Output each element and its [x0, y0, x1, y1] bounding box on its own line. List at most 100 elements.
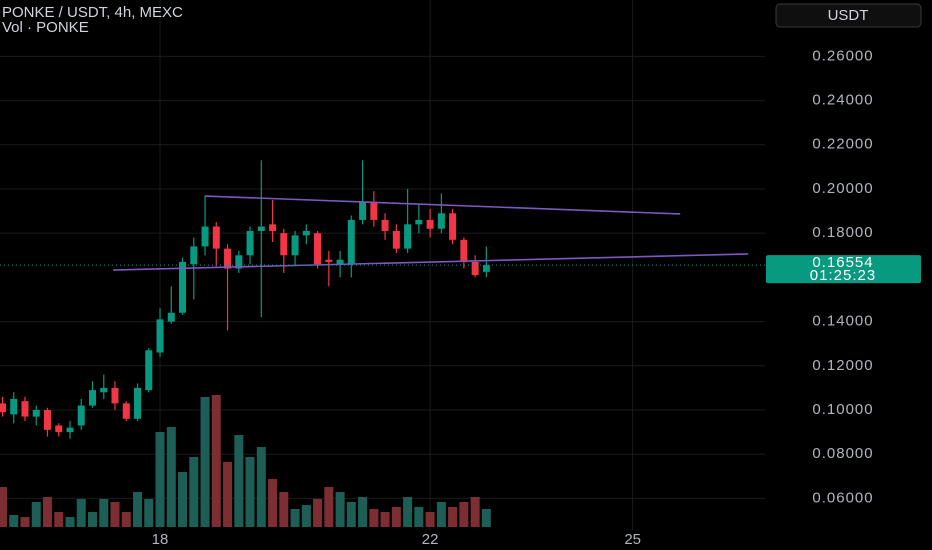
candle-body	[347, 219, 355, 265]
volume-bar	[268, 479, 278, 527]
candle-body	[156, 319, 164, 353]
volume-bar	[223, 462, 233, 527]
volume-bar	[20, 517, 30, 527]
x-tick-label: 18	[152, 531, 169, 548]
volume-bar	[313, 499, 323, 527]
trendline	[113, 253, 749, 271]
candle-body	[370, 202, 378, 220]
candle-body	[43, 409, 51, 430]
y-tick-label: 0.14000	[812, 313, 873, 330]
candle-body	[404, 224, 412, 249]
volume-bar	[301, 505, 311, 527]
y-tick-label: 0.10000	[812, 401, 873, 418]
x-tick-label: 22	[422, 531, 439, 548]
volume-bar	[234, 435, 244, 527]
candle-body	[449, 213, 457, 240]
price-pane	[0, 160, 765, 439]
volume-bar	[459, 502, 469, 527]
candle-body	[179, 261, 187, 313]
countdown-label: 01:25:23	[810, 267, 876, 284]
volume-bar	[31, 502, 41, 527]
volume-bar	[211, 395, 221, 527]
candle-body	[21, 401, 29, 417]
volume-bar	[144, 499, 154, 527]
volume-label: Vol · PONKE	[2, 19, 89, 36]
candle-body	[55, 425, 63, 433]
candle-body	[257, 226, 265, 231]
y-tick-label: 0.18000	[812, 224, 873, 241]
volume-bar	[279, 492, 289, 527]
volume-bar	[391, 507, 401, 527]
candle-body	[392, 230, 400, 249]
candle-body	[167, 312, 175, 322]
currency-button[interactable]	[775, 3, 922, 28]
candle-body	[291, 235, 299, 256]
volume-bar	[324, 487, 334, 527]
candle-body	[437, 213, 445, 229]
candle-body	[325, 259, 333, 262]
volume-bar	[335, 492, 345, 527]
volume-bar	[369, 509, 379, 527]
candle-body	[89, 390, 97, 406]
volume-bar	[133, 492, 143, 527]
candle-body	[100, 387, 108, 393]
candle-body	[246, 230, 254, 256]
volume-bar	[470, 497, 480, 527]
candle-body	[134, 387, 142, 419]
last-price-box	[766, 255, 921, 284]
y-tick-label: 0.26000	[812, 47, 873, 64]
volume-bar	[155, 432, 165, 527]
volume-bar	[290, 509, 300, 527]
candle-body	[122, 403, 130, 419]
trendline	[205, 195, 681, 215]
volume-bar	[448, 507, 458, 527]
volume-bar	[200, 397, 210, 527]
candle-body	[381, 219, 389, 231]
candle-body	[302, 230, 310, 236]
volume-bar	[110, 502, 120, 527]
axes: 0.06000 0.08000 0.10000 0.12000 0.14000 0.180…	[152, 47, 921, 548]
candle-body	[269, 224, 277, 231]
candle-body	[471, 261, 479, 276]
y-tick-label: 0.08000	[812, 445, 873, 462]
candle-body	[32, 409, 40, 417]
chart-title: PONKE / USDT, 4h, MEXC	[2, 4, 183, 21]
volume-bar	[54, 512, 64, 527]
volume-bar	[346, 502, 356, 527]
volume-bar	[245, 457, 255, 527]
candle-body	[460, 239, 468, 262]
volume-bar	[99, 499, 109, 527]
candle-body	[415, 219, 423, 225]
candle-body	[235, 255, 243, 269]
volume-bar	[88, 512, 98, 527]
volume-bar	[358, 497, 368, 527]
volume-bar	[414, 507, 424, 527]
volume-bar	[76, 499, 86, 527]
currency-button-label[interactable]: USDT	[828, 7, 869, 24]
candle-body	[0, 403, 6, 413]
volume-bar	[403, 497, 413, 527]
y-tick-label: 0.20000	[812, 180, 873, 197]
volume-bar	[256, 447, 266, 527]
volume-bar	[178, 472, 188, 527]
x-tick-label: 25	[624, 531, 641, 548]
y-tick-label: 0.22000	[812, 136, 873, 153]
volume-bar	[121, 512, 131, 527]
candle-body	[66, 427, 74, 433]
volume-bar	[481, 509, 491, 527]
volume-bar	[65, 517, 75, 527]
volume-bar	[9, 515, 19, 527]
volume-bar	[0, 487, 7, 527]
volume-bar	[166, 427, 176, 527]
last-price-label: 0.16554	[812, 254, 873, 271]
candle-body	[359, 202, 367, 220]
candle-body	[77, 405, 85, 426]
candle-body	[426, 219, 434, 229]
candle-body	[482, 265, 490, 272]
candle-body	[201, 226, 209, 247]
y-tick-label: 0.12000	[812, 357, 873, 374]
candle-body	[314, 233, 322, 265]
volume-bar	[425, 512, 435, 527]
